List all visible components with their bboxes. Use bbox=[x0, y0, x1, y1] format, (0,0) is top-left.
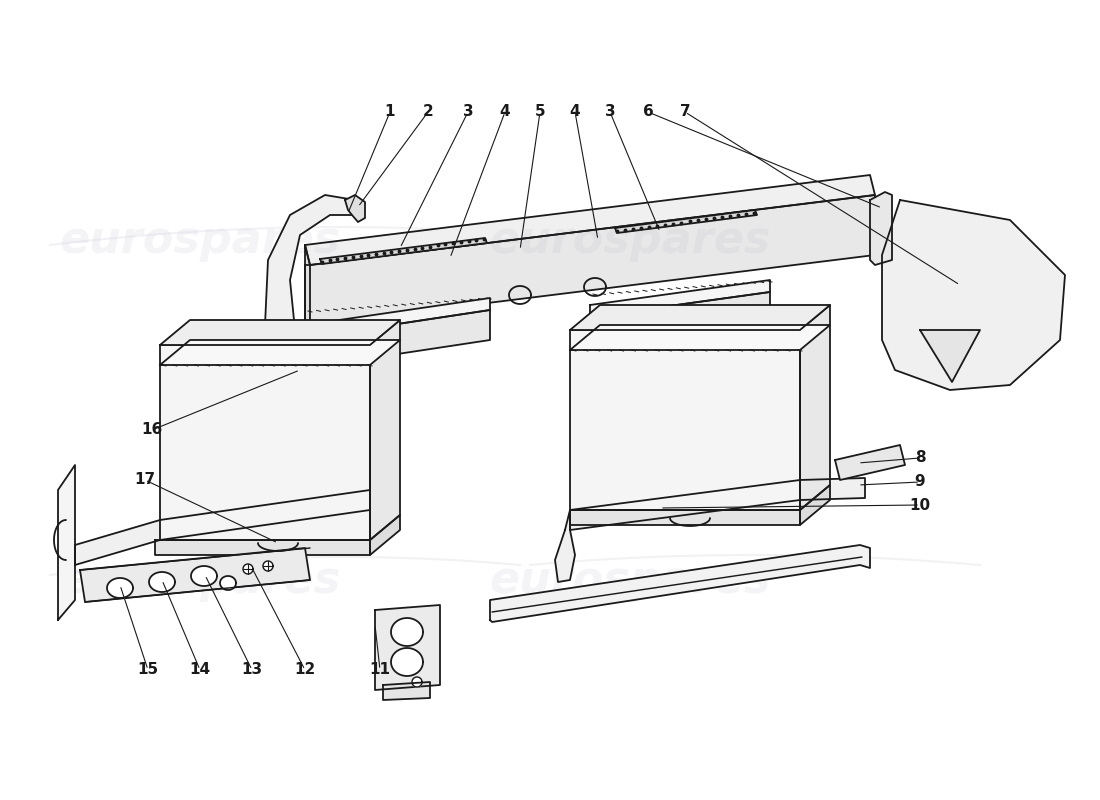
Polygon shape bbox=[58, 465, 75, 620]
Polygon shape bbox=[80, 548, 310, 602]
Polygon shape bbox=[265, 195, 355, 355]
Polygon shape bbox=[383, 682, 430, 700]
Polygon shape bbox=[570, 478, 865, 530]
Polygon shape bbox=[570, 330, 800, 510]
Polygon shape bbox=[375, 605, 440, 690]
Polygon shape bbox=[412, 677, 422, 687]
Text: 11: 11 bbox=[370, 662, 390, 678]
Polygon shape bbox=[490, 545, 870, 622]
Text: 3: 3 bbox=[463, 105, 473, 119]
Polygon shape bbox=[263, 561, 273, 571]
Polygon shape bbox=[243, 564, 253, 574]
Polygon shape bbox=[615, 210, 757, 233]
Polygon shape bbox=[390, 648, 424, 676]
Polygon shape bbox=[920, 330, 980, 382]
Polygon shape bbox=[191, 566, 217, 586]
Polygon shape bbox=[305, 175, 875, 265]
Text: eurospares: eurospares bbox=[490, 558, 771, 602]
Text: 10: 10 bbox=[910, 498, 931, 513]
Polygon shape bbox=[882, 200, 1065, 390]
Polygon shape bbox=[305, 195, 875, 325]
Polygon shape bbox=[160, 320, 400, 345]
Polygon shape bbox=[305, 245, 310, 325]
Text: 8: 8 bbox=[915, 450, 925, 466]
Polygon shape bbox=[835, 445, 905, 480]
Polygon shape bbox=[800, 305, 830, 510]
Polygon shape bbox=[390, 618, 424, 646]
Polygon shape bbox=[370, 320, 400, 540]
Text: 14: 14 bbox=[189, 662, 210, 678]
Polygon shape bbox=[160, 340, 400, 365]
Polygon shape bbox=[590, 292, 770, 345]
Polygon shape bbox=[148, 572, 175, 592]
Polygon shape bbox=[570, 325, 830, 350]
Text: 12: 12 bbox=[295, 662, 316, 678]
Text: eurospares: eurospares bbox=[59, 218, 341, 262]
Polygon shape bbox=[570, 510, 800, 525]
Polygon shape bbox=[556, 510, 575, 582]
Text: 13: 13 bbox=[241, 662, 263, 678]
Polygon shape bbox=[345, 195, 365, 222]
Text: 17: 17 bbox=[134, 473, 155, 487]
Polygon shape bbox=[155, 540, 370, 555]
Polygon shape bbox=[75, 490, 370, 565]
Text: 5: 5 bbox=[535, 105, 546, 119]
Polygon shape bbox=[370, 515, 400, 555]
Text: 4: 4 bbox=[570, 105, 581, 119]
Text: 3: 3 bbox=[605, 105, 615, 119]
Polygon shape bbox=[870, 192, 892, 265]
Text: 2: 2 bbox=[422, 105, 433, 119]
Text: 15: 15 bbox=[138, 662, 158, 678]
Polygon shape bbox=[160, 345, 370, 540]
Text: 6: 6 bbox=[642, 105, 653, 119]
Polygon shape bbox=[305, 298, 490, 338]
Text: eurospares: eurospares bbox=[490, 218, 771, 262]
Polygon shape bbox=[320, 238, 487, 264]
Text: 1: 1 bbox=[385, 105, 395, 119]
Text: eurospares: eurospares bbox=[59, 558, 341, 602]
Polygon shape bbox=[220, 576, 236, 590]
Polygon shape bbox=[800, 485, 830, 525]
Text: 7: 7 bbox=[680, 105, 691, 119]
Polygon shape bbox=[570, 305, 830, 330]
Polygon shape bbox=[305, 310, 490, 368]
Text: 4: 4 bbox=[499, 105, 510, 119]
Polygon shape bbox=[107, 578, 133, 598]
Text: 16: 16 bbox=[142, 422, 163, 438]
Text: 9: 9 bbox=[915, 474, 925, 490]
Polygon shape bbox=[590, 280, 770, 317]
